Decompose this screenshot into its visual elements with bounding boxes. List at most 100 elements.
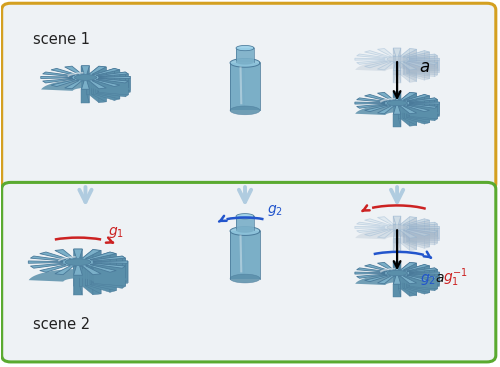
Polygon shape: [387, 270, 407, 276]
Polygon shape: [110, 270, 116, 292]
Polygon shape: [410, 58, 440, 71]
Polygon shape: [66, 259, 90, 265]
Polygon shape: [236, 216, 254, 230]
Polygon shape: [394, 284, 401, 297]
Polygon shape: [394, 262, 396, 282]
Polygon shape: [87, 66, 90, 88]
Polygon shape: [407, 57, 408, 70]
Polygon shape: [236, 228, 254, 233]
Polygon shape: [410, 217, 416, 230]
Polygon shape: [74, 266, 76, 295]
Polygon shape: [98, 74, 128, 90]
Polygon shape: [403, 225, 405, 237]
Polygon shape: [125, 72, 128, 88]
Polygon shape: [355, 262, 440, 284]
Polygon shape: [94, 262, 128, 283]
Polygon shape: [90, 264, 92, 285]
Polygon shape: [99, 66, 106, 81]
Polygon shape: [407, 101, 408, 114]
Polygon shape: [410, 262, 416, 276]
Polygon shape: [236, 59, 254, 65]
Polygon shape: [409, 100, 438, 115]
Polygon shape: [400, 106, 410, 126]
Polygon shape: [88, 265, 110, 292]
Polygon shape: [245, 231, 260, 279]
Polygon shape: [403, 270, 405, 283]
Text: scene 1: scene 1: [33, 32, 90, 47]
Polygon shape: [93, 261, 94, 282]
Polygon shape: [387, 101, 407, 106]
Polygon shape: [93, 263, 126, 286]
Text: $g_2$: $g_2$: [420, 272, 436, 287]
Polygon shape: [98, 72, 125, 90]
Polygon shape: [424, 280, 430, 294]
Polygon shape: [230, 227, 260, 235]
Polygon shape: [80, 266, 82, 286]
Polygon shape: [394, 48, 396, 68]
Polygon shape: [409, 224, 438, 239]
Polygon shape: [94, 68, 114, 88]
Polygon shape: [394, 92, 396, 112]
FancyBboxPatch shape: [2, 182, 496, 362]
Polygon shape: [403, 56, 405, 69]
Polygon shape: [398, 106, 401, 127]
Polygon shape: [93, 262, 94, 283]
Polygon shape: [96, 70, 120, 89]
Text: $g_1^{-1}$: $g_1^{-1}$: [443, 266, 468, 289]
Polygon shape: [74, 258, 76, 278]
Polygon shape: [434, 106, 438, 121]
Polygon shape: [398, 276, 401, 297]
Polygon shape: [80, 258, 82, 278]
Polygon shape: [409, 228, 438, 243]
Polygon shape: [400, 92, 410, 112]
Polygon shape: [424, 110, 430, 124]
Polygon shape: [41, 66, 130, 89]
Text: $g_1$: $g_1$: [108, 225, 124, 240]
Polygon shape: [400, 262, 410, 282]
Polygon shape: [394, 239, 401, 251]
Polygon shape: [394, 106, 396, 119]
Polygon shape: [403, 62, 405, 75]
Polygon shape: [408, 222, 434, 238]
Polygon shape: [424, 265, 430, 278]
Polygon shape: [410, 237, 416, 251]
Polygon shape: [405, 106, 424, 124]
Polygon shape: [408, 61, 434, 77]
Polygon shape: [403, 62, 416, 81]
Polygon shape: [407, 61, 430, 79]
Polygon shape: [394, 48, 401, 61]
Polygon shape: [74, 249, 76, 278]
Polygon shape: [89, 66, 99, 88]
Polygon shape: [41, 80, 130, 91]
Text: $a$: $a$: [418, 58, 430, 76]
Polygon shape: [408, 54, 434, 70]
Polygon shape: [387, 225, 407, 230]
Polygon shape: [93, 250, 101, 270]
Polygon shape: [87, 81, 89, 95]
Polygon shape: [407, 275, 430, 293]
Polygon shape: [405, 265, 424, 283]
Polygon shape: [403, 276, 416, 295]
Polygon shape: [408, 229, 434, 245]
Polygon shape: [407, 105, 408, 117]
Polygon shape: [407, 225, 408, 238]
Polygon shape: [90, 265, 116, 291]
Polygon shape: [28, 269, 127, 281]
Polygon shape: [394, 92, 401, 104]
Polygon shape: [408, 98, 434, 114]
Polygon shape: [394, 216, 396, 237]
Polygon shape: [424, 66, 430, 80]
Polygon shape: [82, 66, 84, 88]
Polygon shape: [408, 268, 434, 284]
Polygon shape: [407, 220, 430, 238]
Polygon shape: [405, 276, 424, 294]
Text: $g_2$: $g_2$: [268, 203, 283, 218]
Polygon shape: [403, 218, 416, 237]
Polygon shape: [230, 231, 260, 279]
Polygon shape: [410, 103, 440, 116]
Polygon shape: [236, 46, 254, 51]
Polygon shape: [92, 75, 94, 88]
Polygon shape: [410, 226, 440, 239]
Polygon shape: [236, 48, 254, 62]
Polygon shape: [398, 230, 400, 243]
